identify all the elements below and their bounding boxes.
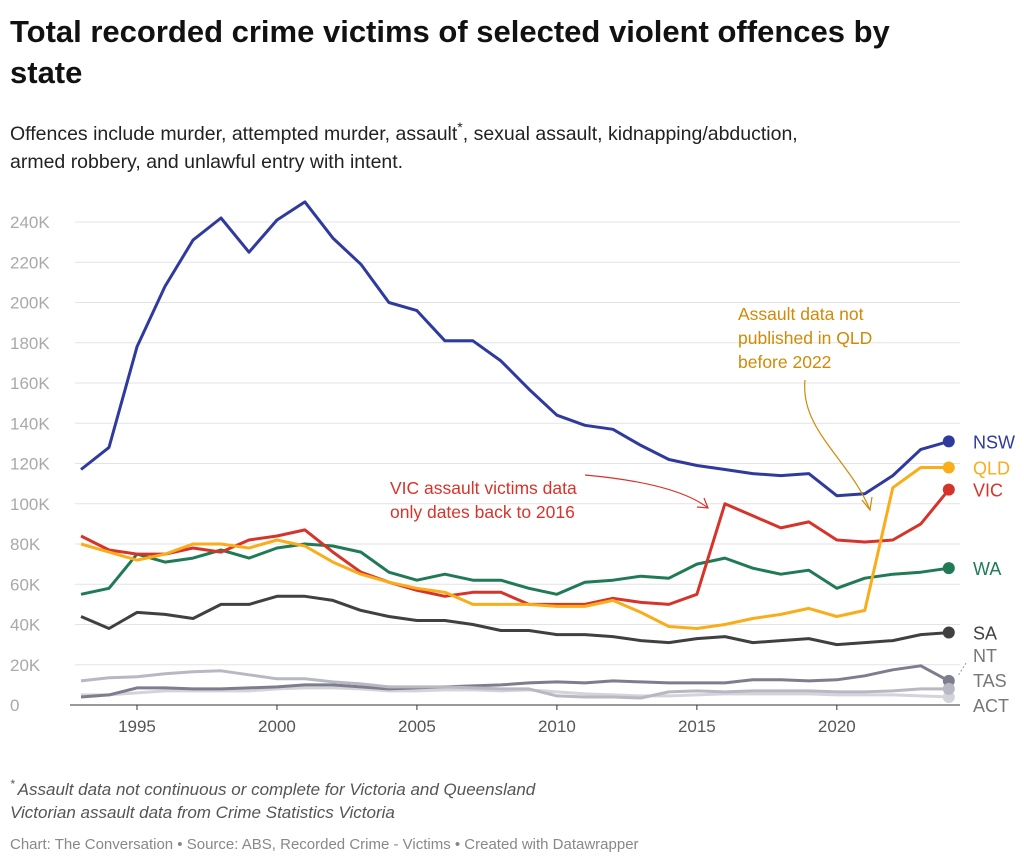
y-tick-label: 200K — [10, 294, 50, 313]
annotation-arrow — [804, 379, 871, 511]
series-line — [80, 488, 950, 606]
annotation: Assault data not — [738, 304, 864, 324]
series-label: ACT — [973, 696, 1009, 716]
series-label: WA — [973, 559, 1001, 579]
y-tick-label: 160K — [10, 374, 50, 393]
y-tick-label: 100K — [10, 495, 50, 514]
source: Chart: The Conversation • Source: ABS, R… — [10, 836, 639, 853]
x-tick-label: 2000 — [258, 717, 296, 736]
series-line — [80, 466, 949, 630]
footnote: * Assault data not continuous or complete… — [10, 777, 536, 799]
chart-title: state — [10, 55, 82, 90]
end-dot — [942, 461, 955, 474]
series-line — [80, 669, 949, 700]
x-tick-label: 2010 — [538, 717, 576, 736]
series-line — [80, 664, 950, 699]
subtitle-footnote-mark: * — [457, 119, 463, 135]
end-dot — [942, 682, 955, 695]
label-leader — [957, 662, 967, 677]
series-label: NT — [973, 646, 997, 666]
y-tick-label: 20K — [10, 656, 41, 675]
y-tick-label: 40K — [10, 616, 41, 635]
y-tick-label: 240K — [10, 213, 50, 232]
annotation: only dates back to 2016 — [390, 502, 575, 522]
x-tick-label: 2015 — [678, 717, 716, 736]
subtitle-text: Offences include murder, attempted murde… — [10, 123, 458, 145]
x-tick-label: 2020 — [818, 717, 856, 736]
y-tick-label: 220K — [10, 253, 50, 272]
series-label: QLD — [973, 459, 1010, 479]
subtitle: Offences include murder, attempted murde… — [10, 119, 798, 145]
annotation-arrowhead — [696, 497, 709, 509]
y-tick-label: 140K — [10, 414, 50, 433]
annotation-arrow — [584, 474, 709, 509]
subtitle-text: , sexual assault, kidnapping/abduction, — [463, 123, 798, 145]
y-tick-label: 180K — [10, 334, 50, 353]
chart-title: Total recorded crime victims of selected… — [10, 14, 891, 49]
footnote: Victorian assault data from Crime Statis… — [10, 803, 395, 822]
y-tick-label: 0 — [10, 696, 19, 715]
x-tick-label: 1995 — [118, 717, 156, 736]
series-label: SA — [973, 624, 997, 644]
footnote-text: Assault data not continuous or complete … — [17, 780, 536, 799]
footnote-mark: * — [10, 777, 15, 791]
annotation: before 2022 — [738, 352, 831, 372]
annotation-arrowhead — [861, 496, 873, 512]
y-tick-label: 80K — [10, 535, 41, 554]
series-label: NSW — [973, 432, 1015, 452]
end-dot — [942, 626, 955, 639]
end-dot — [942, 483, 955, 496]
end-dot — [942, 562, 955, 575]
y-tick-label: 60K — [10, 575, 41, 594]
end-dot — [942, 435, 955, 448]
series-label: TAS — [973, 671, 1007, 691]
subtitle: armed robbery, and unlawful entry with i… — [10, 151, 403, 173]
y-tick-label: 120K — [10, 455, 50, 474]
annotation: VIC assault victims data — [390, 478, 577, 498]
series-label: VIC — [973, 481, 1003, 501]
grid: 0 20K 40K 60K 80K 100K 120K 140K 160K 180K 200K 220… — [10, 213, 960, 736]
series-line — [80, 594, 949, 647]
x-tick-label: 2005 — [398, 717, 436, 736]
series-line — [80, 200, 950, 498]
annotation: published in QLD — [738, 328, 872, 348]
